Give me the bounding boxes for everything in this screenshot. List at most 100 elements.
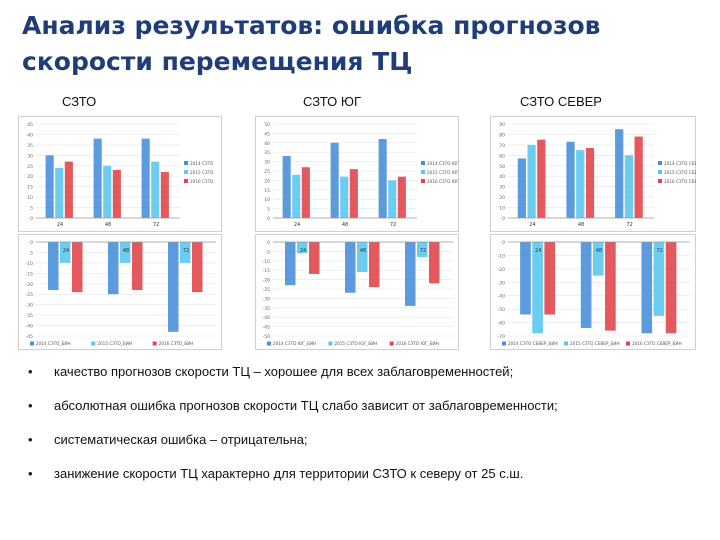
chart-szto-north-upper: 0 10 20 30 40 50 60 70 80 90 24 48 72 2014 СЗТО СЕВЕР…: [490, 116, 696, 232]
y-tick-label: -10: [498, 253, 505, 259]
y-tick-label: 15: [27, 185, 33, 191]
legend-swatch: [564, 341, 568, 346]
category-label: 72: [626, 222, 632, 228]
bar: [517, 158, 526, 218]
bar: [112, 169, 121, 218]
legend-swatch: [389, 341, 394, 346]
legend-swatch: [267, 341, 271, 346]
legend-label: 2015 СЗТО СЕВЕР: [664, 170, 696, 175]
legend-swatch: [502, 341, 506, 346]
legend-swatch: [184, 161, 188, 165]
y-tick-label: 0: [267, 216, 270, 222]
bar: [45, 155, 54, 218]
category-label: 48: [596, 248, 602, 254]
bar: [309, 242, 320, 274]
bar: [624, 155, 634, 218]
bullet-symbol: •: [28, 398, 33, 413]
legend-label: 2016 СЗТО: [190, 179, 214, 184]
y-tick-label: 0: [267, 240, 270, 246]
legend-swatch: [658, 170, 662, 174]
bullet-symbol: •: [28, 466, 33, 481]
legend-label: 2014 СЗТО СЕВЕР: [664, 161, 696, 166]
chart-szto-upper-svg: 0 5 10 15 20 25 30 35 40 45 24 48 72 2014 СЗТО 2015 СЗ…: [18, 116, 222, 232]
y-tick-label: -5: [266, 249, 271, 255]
bar: [108, 242, 119, 295]
y-tick-label: -45: [263, 325, 270, 331]
bar: [330, 142, 339, 218]
legend-swatch: [152, 341, 157, 346]
y-tick-label: 0: [502, 216, 505, 222]
bar: [141, 138, 150, 218]
y-tick-label: -20: [26, 282, 33, 288]
column-label-szto: СЗТО: [62, 94, 97, 109]
y-tick-label: 20: [264, 178, 270, 184]
y-tick-label: -40: [26, 324, 33, 330]
bar: [132, 242, 143, 291]
y-tick-label: -35: [26, 313, 33, 319]
y-tick-label: 40: [264, 141, 270, 147]
chart-szto-north-lower: 0 -10 -20 -30 -40 -50 -60 -70 24 48 72 2014 СЗТО СЕ…: [490, 234, 696, 350]
y-tick-label: 25: [27, 164, 33, 170]
y-tick-label: 50: [264, 122, 270, 128]
bar: [634, 136, 643, 218]
legend-label: 2014 СЗТО_БИН: [36, 341, 71, 346]
page-title-line-2: скорости перемещения ТЦ: [22, 47, 413, 76]
bar: [397, 176, 406, 218]
bar: [357, 242, 368, 273]
bar: [388, 180, 397, 218]
category-label: 24: [294, 222, 300, 228]
y-tick-label: 40: [499, 174, 505, 180]
bullet-item: • качество прогнозов скорости ТЦ – хорош…: [28, 362, 708, 396]
legend-swatch: [626, 341, 630, 346]
conclusions-list: • качество прогнозов скорости ТЦ – хорош…: [28, 362, 708, 498]
legend-swatch: [421, 161, 425, 165]
category-label: 48: [360, 248, 366, 254]
bar: [282, 155, 291, 218]
y-tick-label: -25: [263, 287, 270, 293]
category-label: 72: [183, 248, 189, 254]
bar: [120, 242, 131, 263]
y-tick-label: 80: [499, 132, 505, 138]
y-tick-label: 35: [264, 150, 270, 156]
y-tick-label: 30: [264, 160, 270, 166]
bar: [192, 242, 203, 293]
y-tick-label: 5: [267, 207, 270, 213]
y-tick-label: -30: [26, 303, 33, 309]
bullet-text: качество прогнозов скорости ТЦ – хорошее…: [54, 364, 514, 379]
y-tick-label: 60: [499, 153, 505, 159]
legend-label: 2014 СЗТО ЮГ_БИН: [273, 341, 316, 346]
bar: [93, 138, 102, 218]
bullet-text: занижение скорости ТЦ характерно для тер…: [54, 466, 524, 481]
y-tick-label: -50: [263, 334, 270, 340]
chart-szto-south-upper-svg: 0 5 10 15 20 25 30 35 40 45 50 24 48 72 2014 СЗТО ЮГ 20…: [255, 116, 459, 232]
bar: [292, 174, 301, 218]
y-tick-label: 10: [27, 195, 33, 201]
chart-szto-north-lower-svg: 0 -10 -20 -30 -40 -50 -60 -70 24 48 72 2014 СЗТО СЕ…: [490, 234, 696, 350]
legend-swatch: [184, 179, 188, 183]
bar: [580, 242, 592, 328]
legend-label: 2014 СЗТО: [190, 161, 214, 166]
bar: [527, 144, 536, 218]
legend-swatch: [30, 341, 34, 346]
y-tick-label: -30: [263, 296, 270, 302]
page-title: Анализ результатов: ошибка прогнозов ско…: [22, 8, 702, 80]
y-tick-label: 20: [499, 195, 505, 201]
y-tick-label: -10: [263, 259, 270, 265]
bar: [378, 139, 387, 218]
bar: [544, 242, 556, 315]
y-tick-label: 45: [27, 122, 33, 128]
column-label-szto-south: СЗТО ЮГ: [303, 94, 362, 109]
y-tick-label: 45: [264, 131, 270, 137]
bar: [566, 141, 575, 218]
y-tick-label: -20: [263, 278, 270, 284]
legend-label: 2016 СЗТО СЕВЕР: [664, 179, 696, 184]
legend-swatch: [328, 341, 333, 346]
legend-label: 2014 СЗТО СЕВЕР_БИН: [508, 341, 558, 346]
legend-swatch: [184, 170, 188, 174]
category-label: 72: [390, 222, 396, 228]
bar: [297, 242, 308, 254]
category-label: 72: [153, 222, 159, 228]
category-label: 72: [420, 248, 426, 254]
bar: [60, 242, 71, 263]
chart-szto-south-lower: 0 -5 -10 -15 -20 -25 -30 -35 -40 -45 -50 24 48 72 2014…: [255, 234, 459, 350]
